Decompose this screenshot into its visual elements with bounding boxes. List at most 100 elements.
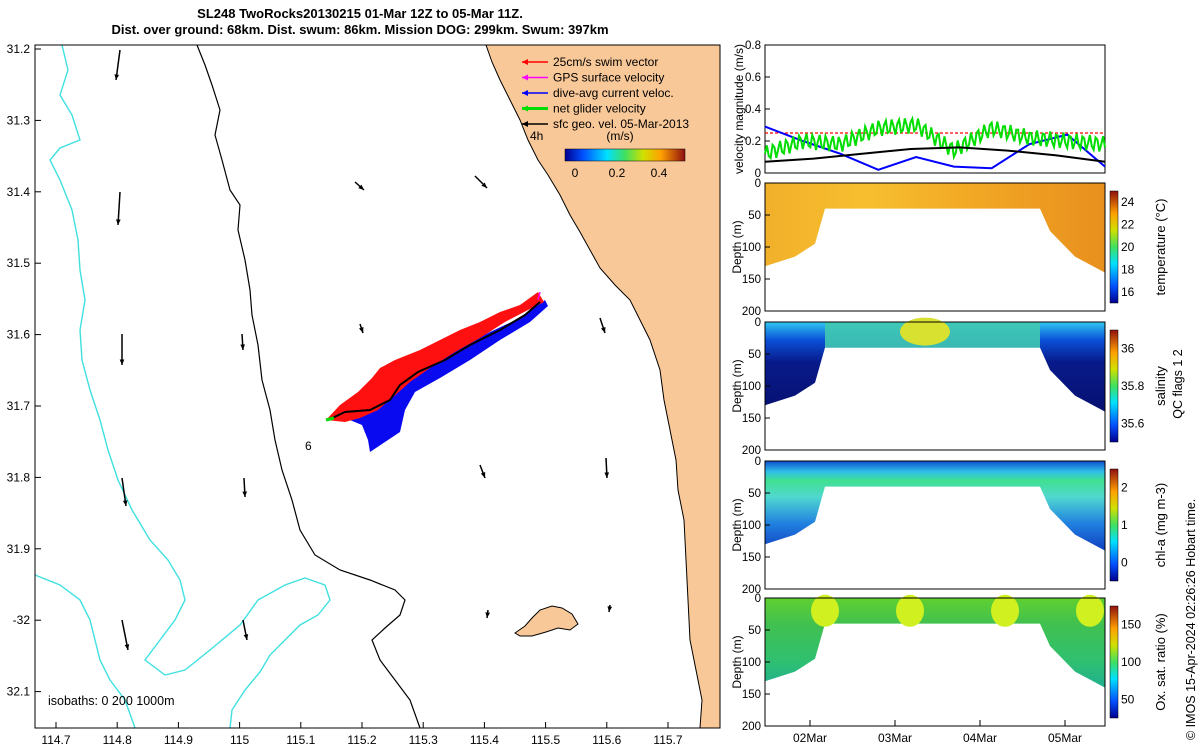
time-axis: 02Mar 03Mar 04Mar 05Mar [793, 720, 1082, 745]
oxygen-high [811, 594, 839, 627]
colorbar-tick-label: 35.6 [1121, 416, 1145, 430]
time-tick-label: 02Mar [793, 731, 827, 745]
velocity-ylabel: velocity magnitude (m/s) [732, 44, 746, 174]
dive-avg-current-swath [330, 300, 548, 452]
section-field [765, 461, 1105, 551]
lon-tick-label: 114.9 [164, 733, 193, 747]
section-field [765, 598, 1105, 688]
current-vector-head [116, 219, 121, 225]
legend-swatch-head [522, 74, 528, 81]
current-vector-head [359, 327, 364, 333]
depth-tick-label: 50 [748, 210, 761, 222]
glider-track [325, 291, 548, 452]
current-vector-head [242, 491, 248, 497]
current-vector-head [604, 472, 610, 478]
section-panel: 0 50 100 150 200 Depth (m) 0 1 2 chl-a (mg m-3) [730, 456, 1168, 596]
depth-tick-label: 200 [742, 445, 761, 457]
depth-tick-label: 150 [742, 274, 761, 286]
colorbar-tick-label: 35.8 [1121, 379, 1145, 393]
colorbar-tick-label: 24 [1121, 195, 1135, 209]
current-vector-head [607, 606, 613, 612]
isobaths-label: isobaths: 0 200 1000m [48, 694, 174, 708]
depth-tick-label: 100 [742, 657, 761, 669]
lat-tick-label: 31.4 [7, 185, 31, 199]
time-marker: 4h [530, 129, 543, 143]
colorbar-unit: (m/s) [606, 129, 633, 143]
vel-ytick-label: 0 [755, 168, 761, 180]
colorbar-tick-label: 50 [1121, 692, 1135, 706]
colorbar-tick-label: 16 [1121, 285, 1135, 299]
lat-tick-label: 32.1 [7, 685, 31, 699]
map-axis-ticks: 31.2 31.3 31.4 31.5 31.6 31.7 31.8 31.9 -32 32.1 1… [7, 42, 683, 747]
lat-tick-label: 31.5 [7, 256, 31, 270]
colorbar-tick-label: 0.4 [651, 166, 668, 180]
depth-tick-label: 0 [755, 456, 761, 468]
legend-label: 25cm/s swim vector [553, 55, 658, 69]
lon-tick-label: 115.7 [653, 733, 682, 747]
legend-swatch-head [522, 90, 528, 96]
lon-tick-label: 115.3 [409, 733, 438, 747]
qc-flags-label: QC flags 1 2 [1171, 349, 1185, 419]
copyright: © IMOS 15-Apr-2024 02:26:26 Hobart time. [1184, 498, 1198, 740]
salinity-high [900, 317, 950, 346]
current-vector-head [358, 184, 364, 190]
depth-tick-label: 200 [742, 584, 761, 596]
lon-tick-label: 115.6 [592, 733, 621, 747]
depth-tick-label: 100 [742, 381, 761, 393]
section-field [765, 183, 1105, 273]
colorbar-tick-label: 2 [1121, 481, 1128, 495]
lat-tick-label: -32 [13, 613, 31, 627]
colorbar-label: Ox. sat. ratio (%) [1153, 613, 1168, 711]
depth-tick-label: 50 [748, 625, 761, 637]
lon-tick-label: 114.8 [103, 733, 132, 747]
vel-ytick-label: 0.2 [745, 136, 761, 148]
depth-tick-label: 200 [742, 721, 761, 733]
lon-tick-label: 115 [230, 733, 249, 747]
depth-tick-label: 50 [748, 488, 761, 500]
current-vector-head [481, 182, 487, 188]
depth-tick-label: 50 [748, 349, 761, 361]
legend-swatch-head [522, 121, 528, 127]
map-legend: 25cm/s swim vector GPS surface velocitydi… [522, 55, 689, 131]
colorbar-tick-label: 150 [1121, 618, 1141, 632]
section-colorbar [1109, 605, 1119, 719]
section-colorbar [1109, 329, 1119, 443]
current-vector-head [122, 500, 128, 506]
colorbar-tick-label: 1 [1121, 518, 1128, 532]
depth-axis-label: Depth (m) [730, 498, 744, 551]
swim-vector-swath [326, 292, 544, 422]
vel-ytick-label: 0.8 [745, 40, 761, 52]
colorbar-label: temperature (°C) [1153, 199, 1168, 296]
legend-swatch-head [522, 105, 528, 112]
colorbar-tick-label: 100 [1121, 655, 1141, 669]
lat-tick-label: 31.8 [7, 470, 31, 484]
time-tick-label: 04Mar [963, 731, 997, 745]
track-label: 6 [305, 439, 312, 453]
colorbar-tick-label: 18 [1121, 262, 1135, 276]
current-vector-head [485, 612, 491, 618]
colorbar-tick-label: 20 [1121, 240, 1135, 254]
lon-tick-label: 114.7 [41, 733, 70, 747]
legend-label: sfc geo. vel. 05-Mar-2013 [553, 117, 689, 131]
depth-tick-label: 100 [742, 242, 761, 254]
depth-tick-label: 100 [742, 520, 761, 532]
current-vector-head [480, 472, 486, 478]
gps-surface-velocity [537, 291, 541, 301]
lon-tick-label: 115.5 [531, 733, 560, 747]
legend-label: net glider velocity [553, 102, 646, 116]
depth-tick-label: 0 [755, 178, 761, 190]
vel-ytick-label: 0.4 [745, 104, 762, 116]
section-colorbar [1109, 190, 1119, 304]
colorbar-tick-label: 0 [1121, 555, 1128, 569]
current-vector-head [114, 74, 120, 80]
depth-tick-label: 200 [742, 306, 761, 318]
time-tick-label: 05Mar [1048, 731, 1082, 745]
depth-tick-label: 150 [742, 552, 761, 564]
isobath-1000m [49, 45, 331, 728]
depth-tick-label: 150 [742, 689, 761, 701]
legend-label: GPS surface velocity [553, 71, 664, 85]
lon-tick-label: 115.4 [470, 733, 499, 747]
isobath-200m [196, 45, 421, 728]
current-vectors [114, 49, 613, 651]
